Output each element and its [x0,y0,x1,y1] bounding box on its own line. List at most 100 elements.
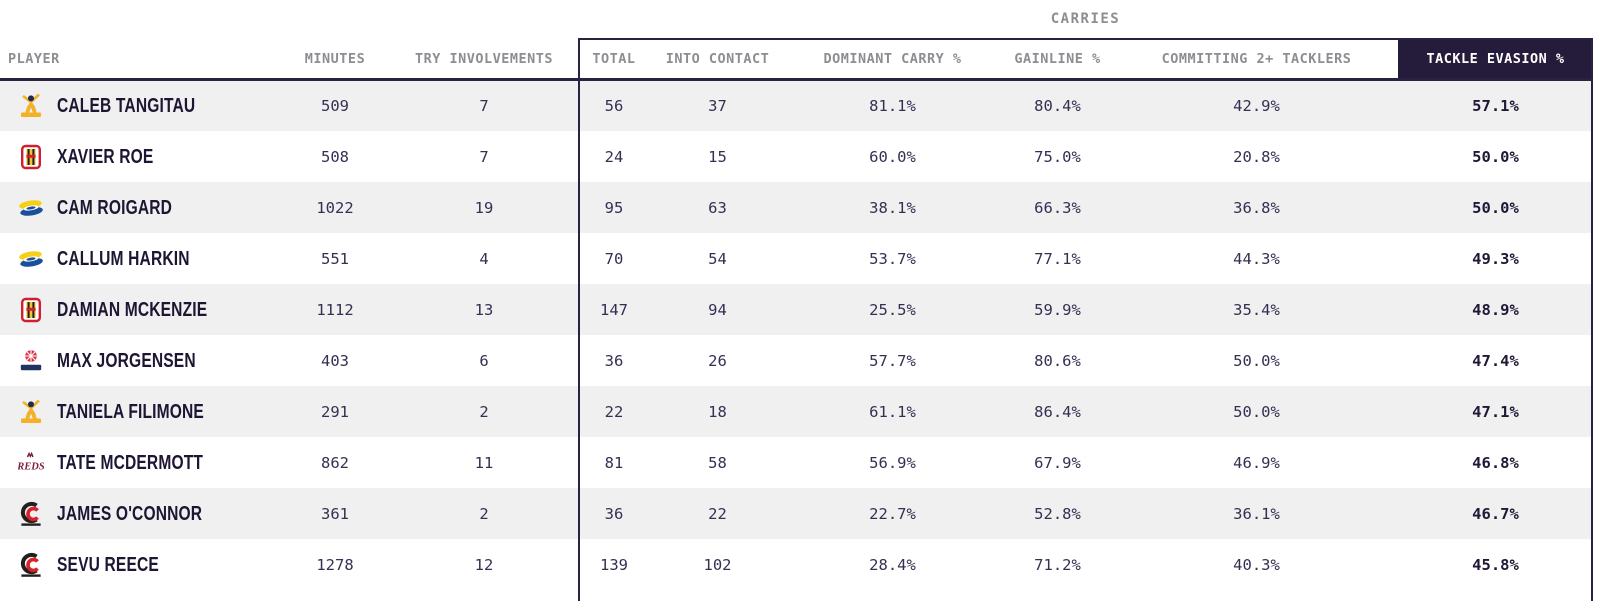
cell-tackle-evasion-pct: 46.8% [1472,453,1519,472]
player-name: DAMIAN MCKENZIE [57,297,208,321]
cell-dominant-carry-pct: 81.1% [869,96,916,115]
cell-player: REDS TATE MCDERMOTT [0,437,280,488]
cell-dominant-carry-pct: 61.1% [869,402,916,421]
cell-dominant-carry-pct: 60.0% [869,147,916,166]
crusaders-logo [18,501,44,527]
cell-try-involvements: 11 [474,453,494,472]
cell-dominant-carry-pct: 57.7% [869,351,916,370]
player-carries-table: CARRIES PLAYER MINUTES TRY INVOLVEMENTS TOT… [0,11,1593,601]
cell-tackle-evasion-pct: 50.0% [1472,147,1519,166]
table-header-row: PLAYER MINUTES TRY INVOLVEMENTS TOTAL INTO C… [0,38,1593,80]
cell-minutes: 551 [321,249,349,268]
cell-committing-2plus-tacklers: 50.0% [1233,402,1280,421]
table-row: TANIELA FILIMONE 291 2 22 18 61.1% 86.4% 50.0% 4… [0,386,1593,437]
header-underline [0,78,1593,81]
cell-total: 22 [604,402,624,421]
player-name: CALLUM HARKIN [57,246,190,270]
cell-gainline-pct: 75.0% [1034,147,1081,166]
chiefs-logo [18,297,44,323]
column-header-tackle-evasion[interactable]: TACKLE EVASION % [1398,38,1593,80]
chiefs-logo [18,144,44,170]
column-header-committing-2-tacklers[interactable]: COMMITTING 2+ TACKLERS [1161,51,1352,67]
cell-minutes: 1278 [316,555,354,574]
cell-tackle-evasion-pct: 48.9% [1472,300,1519,319]
cell-gainline-pct: 52.8% [1034,504,1081,523]
cell-tackle-evasion-pct: 57.1% [1472,96,1519,115]
cell-total: 147 [600,300,628,319]
player-name: TATE MCDERMOTT [57,450,204,474]
waratahs-logo [18,348,44,374]
cell-try-involvements: 4 [479,249,489,268]
cell-minutes: 1022 [316,198,354,217]
cell-committing-2plus-tacklers: 44.3% [1233,249,1280,268]
player-name: JAMES O'CONNOR [57,501,203,525]
cell-tackle-evasion-pct: 50.0% [1472,198,1519,217]
cell-committing-2plus-tacklers: 36.1% [1233,504,1280,523]
cell-dominant-carry-pct: 38.1% [869,198,916,217]
table-row: REDS TATE MCDERMOTT 862 11 81 58 56.9% 67.9% 46.… [0,437,1593,488]
cell-player: DAMIAN MCKENZIE [0,284,280,335]
cell-minutes: 291 [321,402,349,421]
table-row: CALEB TANGITAU 509 7 56 37 81.1% 80.4% 42.9% 57.… [0,80,1593,131]
cell-gainline-pct: 67.9% [1034,453,1081,472]
cell-into-contact: 26 [708,351,727,370]
cell-player: SEVU REECE [0,539,280,590]
cell-gainline-pct: 80.4% [1034,96,1081,115]
cell-tackle-evasion-pct: 46.7% [1472,504,1519,523]
reds-logo: REDS [18,450,44,476]
cell-tackle-evasion-pct: 47.4% [1472,351,1519,370]
cell-gainline-pct: 71.2% [1034,555,1081,574]
column-header-dominant-carry[interactable]: DOMINANT CARRY % [823,51,962,67]
cell-dominant-carry-pct: 25.5% [869,300,916,319]
cell-total: 24 [604,147,624,166]
player-name: TANIELA FILIMONE [57,399,204,423]
player-name: XAVIER ROE [57,144,154,168]
svg-text:REDS: REDS [18,461,44,472]
cell-try-involvements: 6 [479,351,489,370]
cell-committing-2plus-tacklers: 36.8% [1233,198,1280,217]
cell-into-contact: 22 [708,504,727,523]
cell-total: 95 [604,198,624,217]
carries-group-left-border [578,38,580,601]
cell-committing-2plus-tacklers: 42.9% [1233,96,1280,115]
cell-committing-2plus-tacklers: 35.4% [1233,300,1280,319]
cell-minutes: 862 [321,453,349,472]
column-header-gainline[interactable]: GAINLINE % [1014,51,1101,67]
table-row: DAMIAN MCKENZIE 1112 13 147 94 25.5% 59.9% 35.4… [0,284,1593,335]
cell-committing-2plus-tacklers: 50.0% [1233,351,1280,370]
cell-tackle-evasion-pct: 45.8% [1472,555,1519,574]
column-header-into-contact[interactable]: INTO CONTACT [665,51,770,67]
cell-minutes: 403 [321,351,349,370]
player-name: CAM ROIGARD [57,195,173,219]
cell-into-contact: 18 [708,402,727,421]
cell-player: MAX JORGENSEN [0,335,280,386]
cell-tackle-evasion-pct: 49.3% [1472,249,1519,268]
column-header-player[interactable]: PLAYER [8,51,60,67]
cell-try-involvements: 2 [479,504,489,523]
cell-dominant-carry-pct: 56.9% [869,453,916,472]
cell-total: 81 [604,453,624,472]
cell-into-contact: 15 [708,147,727,166]
cell-total: 36 [604,504,624,523]
cell-try-involvements: 7 [479,147,489,166]
column-header-total[interactable]: TOTAL [592,51,636,67]
column-header-minutes[interactable]: MINUTES [304,51,366,67]
cell-dominant-carry-pct: 28.4% [869,555,916,574]
player-name: SEVU REECE [57,552,159,576]
cell-player: JAMES O'CONNOR [0,488,280,539]
cell-player: CALLUM HARKIN [0,233,280,284]
cell-gainline-pct: 59.9% [1034,300,1081,319]
cell-try-involvements: 12 [474,555,494,574]
player-name: MAX JORGENSEN [57,348,196,372]
carries-group-top-border [578,38,1593,40]
player-name: CALEB TANGITAU [57,93,196,117]
table-row: XAVIER ROE 508 7 24 15 60.0% 75.0% 20.8% 50.0% [0,131,1593,182]
table-row: CALLUM HARKIN 551 4 70 54 53.7% 77.1% 44.3% 49.3… [0,233,1593,284]
carries-group-header: CARRIES [1050,11,1121,27]
cell-total: 139 [600,555,628,574]
cell-minutes: 361 [321,504,349,523]
cell-committing-2plus-tacklers: 46.9% [1233,453,1280,472]
hurricanes-logo [18,246,44,272]
column-header-try-involvements[interactable]: TRY INVOLVEMENTS [414,51,554,67]
